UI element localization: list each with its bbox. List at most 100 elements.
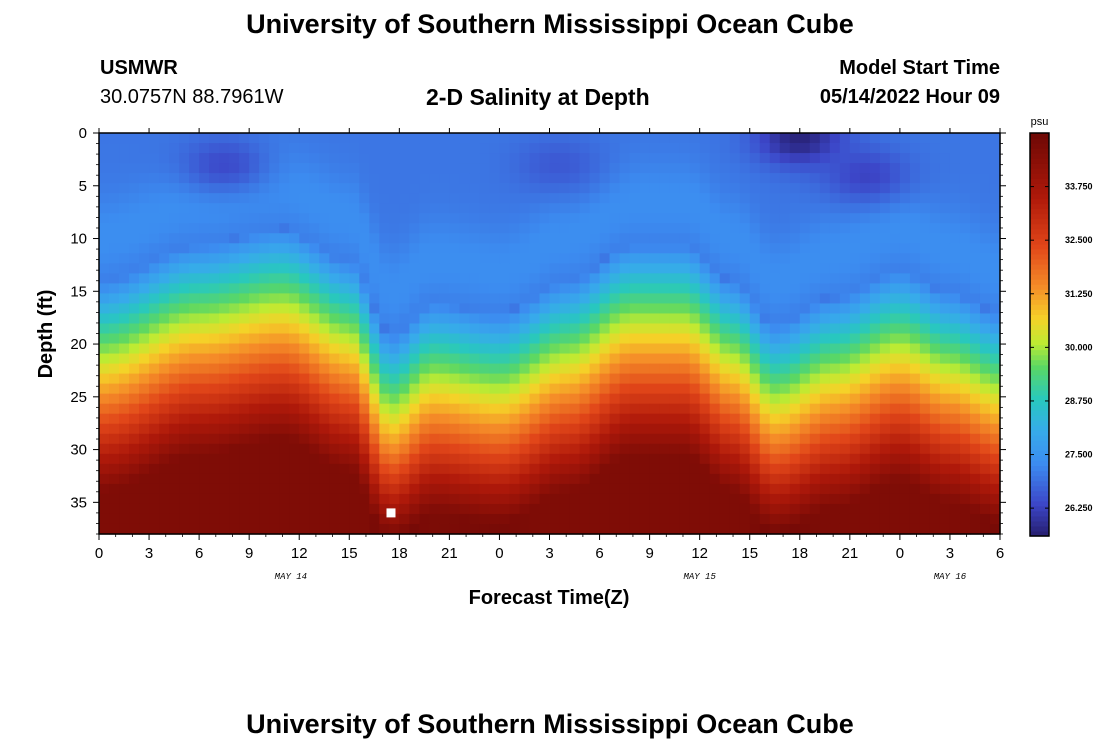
heatmap-cell: [749, 443, 761, 455]
heatmap-cell: [139, 423, 150, 435]
heatmap-cell: [899, 363, 911, 375]
heatmap-cell: [669, 463, 681, 475]
heatmap-cell: [799, 503, 811, 515]
heatmap-cell: [829, 373, 841, 385]
heatmap-cell: [849, 183, 861, 194]
heatmap-cell: [679, 413, 691, 425]
heatmap-cell: [579, 453, 591, 465]
heatmap-cell: [579, 513, 591, 525]
heatmap-cell: [269, 163, 280, 174]
heatmap-cell: [929, 143, 941, 154]
heatmap-cell: [499, 163, 511, 174]
heatmap-cell: [219, 193, 230, 204]
heatmap-cell: [779, 413, 791, 425]
heatmap-cell: [309, 433, 320, 445]
heatmap-cell: [769, 423, 781, 435]
heatmap-cell: [849, 323, 861, 335]
heatmap-cell: [589, 223, 601, 234]
heatmap-cell: [219, 423, 230, 435]
heatmap-cell: [879, 143, 891, 154]
heatmap-cell: [749, 163, 761, 174]
x-tick-label: 0: [95, 545, 103, 562]
heatmap-cell: [569, 303, 581, 315]
heatmap-cell: [729, 173, 741, 184]
heatmap-cell: [409, 423, 420, 435]
heatmap-cell: [729, 473, 741, 485]
heatmap-cell: [299, 323, 310, 335]
heatmap-cell: [519, 513, 531, 525]
heatmap-cell: [779, 293, 791, 305]
heatmap-cell: [429, 213, 440, 224]
heatmap-cell: [239, 423, 250, 435]
heatmap-cell: [679, 483, 691, 495]
heatmap-cell: [359, 193, 370, 204]
heatmap-cell: [959, 423, 971, 435]
heatmap-cell: [739, 143, 751, 154]
heatmap-cell: [889, 253, 901, 264]
heatmap-cell: [709, 293, 721, 305]
heatmap-cell: [929, 353, 941, 365]
heatmap-cell: [849, 243, 861, 254]
heatmap-cell: [749, 243, 761, 254]
heatmap-cell: [399, 383, 410, 395]
heatmap-cell: [929, 343, 941, 355]
heatmap-cell: [249, 503, 260, 515]
heatmap-cell: [309, 273, 320, 284]
heatmap-cell: [989, 233, 1001, 244]
heatmap-cell: [519, 143, 531, 154]
heatmap-cell: [279, 363, 290, 375]
heatmap-cell: [289, 163, 300, 174]
heatmap-cell: [239, 193, 250, 204]
heatmap-cell: [259, 333, 270, 345]
heatmap-cell: [899, 173, 911, 184]
heatmap-cell: [769, 213, 781, 224]
heatmap-cell: [179, 133, 190, 144]
heatmap-cell: [889, 393, 901, 405]
heatmap-cell: [459, 203, 471, 214]
heatmap-cell: [209, 413, 220, 425]
heatmap-cell: [529, 513, 541, 525]
heatmap-cell: [449, 313, 460, 325]
heatmap-cell: [419, 133, 430, 144]
heatmap-cell: [889, 473, 901, 485]
heatmap-cell: [229, 293, 240, 305]
heatmap-cell: [219, 413, 230, 425]
heatmap-cell: [469, 283, 481, 295]
heatmap-cell: [879, 193, 891, 204]
heatmap-cell: [409, 473, 420, 485]
heatmap-cell: [239, 433, 250, 445]
heatmap-cell: [219, 183, 230, 194]
heatmap-cell: [789, 363, 801, 375]
heatmap-cell: [259, 353, 270, 365]
heatmap-cell: [689, 473, 701, 485]
heatmap-cell: [209, 243, 220, 254]
heatmap-cell: [109, 483, 120, 495]
heatmap-cell: [739, 383, 751, 395]
heatmap-cell: [959, 233, 971, 244]
heatmap-cell: [399, 483, 410, 495]
heatmap-cell: [589, 313, 601, 325]
heatmap-cell: [639, 483, 651, 495]
heatmap-cell: [339, 523, 350, 535]
heatmap-cell: [469, 463, 481, 475]
colorbar-segment: [1030, 319, 1049, 326]
heatmap-cell: [649, 333, 661, 345]
heatmap-cell: [389, 473, 400, 485]
heatmap-cell: [859, 233, 871, 244]
heatmap-cell: [479, 453, 491, 465]
heatmap-cell: [709, 323, 721, 335]
y-tick-label: 15: [70, 283, 87, 300]
heatmap-cell: [329, 273, 340, 284]
heatmap-cell: [969, 183, 981, 194]
heatmap-cell: [489, 223, 501, 234]
heatmap-cell: [229, 203, 240, 214]
heatmap-cell: [389, 413, 400, 425]
heatmap-cell: [599, 403, 611, 415]
heatmap-cell: [969, 243, 981, 254]
heatmap-cell: [419, 313, 430, 325]
heatmap-cell: [779, 283, 791, 295]
heatmap-cell: [229, 403, 240, 415]
heatmap-cell: [249, 153, 260, 164]
heatmap-cell: [119, 233, 130, 244]
heatmap-cell: [649, 453, 661, 465]
